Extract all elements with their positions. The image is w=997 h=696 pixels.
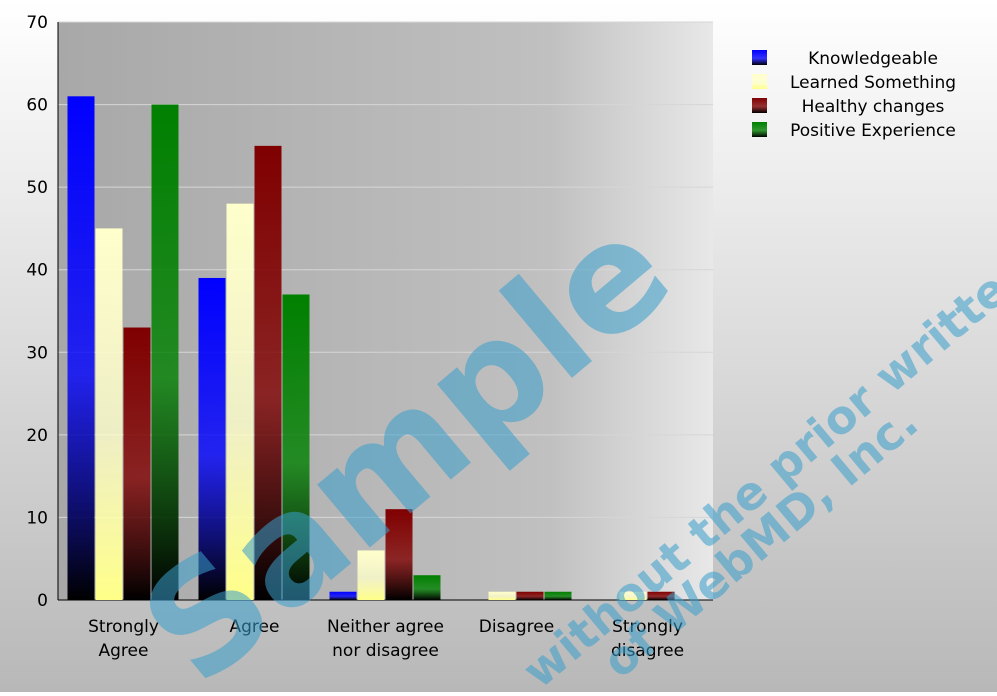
bar-learned-something [619, 591, 647, 600]
x-tick-label: Strongly Agree [88, 617, 159, 661]
bar-positive-experience [544, 591, 572, 600]
bar-learned-something [488, 591, 516, 600]
x-tick-label: Disagree [479, 617, 554, 637]
category-labels: Strongly Agree Agree Neither agree nor disag… [88, 617, 684, 661]
legend-label: Positive Experience [790, 121, 956, 141]
bar-healthy-changes [254, 145, 282, 600]
y-tick-label: 0 [37, 591, 48, 611]
legend-label: Knowledgeable [808, 49, 938, 69]
y-tick-label: 70 [26, 13, 48, 33]
bar-learned-something [95, 228, 123, 600]
legend-swatch [752, 50, 767, 65]
bar-healthy-changes [516, 591, 544, 600]
bar-healthy-changes [123, 327, 151, 600]
bar-positive-experience [151, 104, 179, 601]
bar-knowledgeable [329, 591, 357, 600]
bar-positive-experience [282, 294, 310, 600]
y-tick-label: 30 [26, 343, 48, 363]
x-tick-label: Strongly disagree [611, 617, 684, 661]
bar-healthy-changes [647, 591, 675, 600]
x-tick-label: Agree [230, 617, 280, 637]
bar-knowledgeable [198, 277, 226, 600]
legend-swatch [752, 98, 767, 113]
y-tick-label: 10 [26, 508, 48, 528]
legend: Knowledgeable Learned Something Healthy ch… [752, 49, 956, 141]
y-tick-label: 20 [26, 426, 48, 446]
legend-label: Learned Something [790, 73, 956, 93]
bar-knowledgeable [67, 96, 95, 601]
x-tick-label: Neither agree nor disagree [327, 617, 444, 661]
bar-learned-something [226, 203, 254, 600]
y-tick-label: 60 [26, 96, 48, 116]
bar-positive-experience [413, 575, 441, 600]
bar-learned-something [357, 550, 385, 600]
legend-label: Healthy changes [802, 97, 945, 117]
bar-healthy-changes [385, 509, 413, 600]
y-tick-label: 50 [26, 178, 48, 198]
legend-swatch [752, 122, 767, 137]
legend-swatch [752, 74, 767, 89]
y-tick-label: 40 [26, 261, 48, 281]
bars [67, 96, 675, 601]
